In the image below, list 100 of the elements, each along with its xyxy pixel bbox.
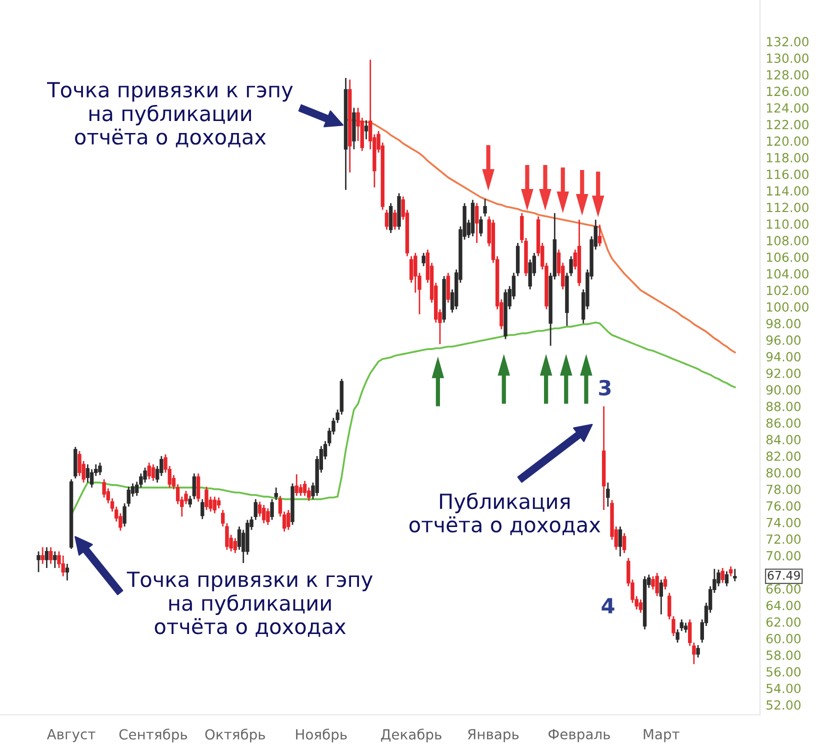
y-tick-label: 88.00	[766, 402, 801, 412]
candlestick	[651, 576, 655, 590]
x-tick-label: Ноябрь	[296, 728, 347, 742]
candlestick	[216, 496, 221, 509]
candlestick	[414, 252, 418, 294]
y-tick-label: 70.00	[766, 551, 801, 560]
y-tick-label: 110.00	[766, 219, 808, 229]
x-tick-label: Сентябрь	[119, 728, 188, 742]
candlestick	[684, 622, 688, 634]
candlestick	[143, 466, 147, 484]
y-tick-label: 92.00	[766, 368, 801, 378]
y-tick-label: 58.00	[766, 650, 801, 660]
y-tick-label: 52.00	[766, 700, 801, 710]
x-tick-label: Март	[644, 729, 680, 742]
candlestick	[204, 486, 208, 511]
y-tick-label: 80.00	[766, 468, 801, 478]
x-tick-label: Декабрь	[381, 728, 442, 742]
candlestick	[294, 474, 298, 497]
text: 67.49	[768, 570, 800, 580]
candlestick	[61, 554, 65, 577]
candlestick	[720, 567, 724, 584]
annotation: Публикация отчёта о доходах	[409, 492, 600, 536]
candlestick	[286, 509, 290, 531]
y-tick-label: 120.00	[766, 136, 808, 146]
candlestick	[40, 546, 44, 565]
y-tick-label: 132.00	[766, 36, 808, 46]
annotation: Точка привязки к гэпу на публикации отчёта о доходах	[126, 572, 373, 637]
y-tick-label: 86.00	[766, 418, 801, 428]
candlestick	[44, 546, 49, 569]
candlestick	[659, 578, 664, 616]
y-tick-label: 118.00	[766, 153, 808, 162]
candlestick	[36, 550, 40, 573]
y-tick-label: 112.00	[766, 202, 808, 212]
x-tick-label: Октябрь	[205, 728, 265, 742]
candlestick	[233, 537, 238, 554]
y-tick-label: 128.00	[766, 70, 808, 80]
y-tick-label: 124.00	[766, 103, 808, 113]
x-tick-label: Февраль	[548, 729, 610, 742]
y-tick-label: 100.00	[766, 302, 808, 312]
y-tick-label: 82.00	[766, 452, 801, 461]
line-series	[70, 322, 736, 516]
y-tick-label: 114.00	[766, 186, 808, 196]
y-tick-label: 102.00	[766, 286, 808, 296]
candlestick	[446, 272, 450, 304]
candlestick	[262, 504, 266, 524]
candlestick	[86, 464, 90, 484]
candlestick	[65, 563, 70, 582]
y-tick-label: 72.00	[766, 534, 801, 544]
annotation: 4	[602, 598, 614, 614]
y-tick-label: 90.00	[766, 385, 801, 395]
y-tick-label: 64.00	[766, 600, 801, 610]
candlestick	[196, 472, 200, 502]
candlestick	[270, 498, 274, 521]
candlestick	[388, 202, 393, 234]
candlestick	[663, 576, 668, 590]
y-tick-label: 96.00	[766, 335, 801, 345]
candlestick	[147, 462, 151, 480]
candlestick	[724, 570, 729, 587]
candlestick	[676, 628, 680, 644]
y-tick-label: 108.00	[766, 236, 808, 246]
candlestick	[733, 568, 737, 582]
candlestick	[622, 532, 626, 554]
candlestick	[393, 209, 397, 230]
candlestick	[728, 566, 733, 577]
candlestick	[680, 618, 684, 632]
x-tick-label: Январь	[468, 729, 519, 742]
candlestick	[364, 120, 368, 140]
candlestick	[696, 644, 700, 658]
y-tick-label: 94.00	[766, 352, 801, 362]
candlestick	[274, 486, 278, 501]
y-tick-label: 66.00	[766, 584, 801, 594]
candlestick	[655, 572, 659, 597]
candlestick	[212, 496, 217, 514]
annotation: 3	[599, 380, 611, 396]
y-tick-label: 116.00	[766, 170, 808, 180]
y-tick-label: 62.00	[766, 617, 801, 627]
candlestick	[151, 464, 156, 482]
y-tick-label: 76.00	[766, 501, 801, 511]
y-tick-label: 126.00	[766, 86, 808, 96]
y-tick-label: 98.00	[766, 318, 801, 328]
y-tick-label: 104.00	[766, 269, 808, 279]
candlestick	[638, 598, 643, 614]
y-tick-label: 60.00	[766, 634, 801, 644]
candlestick	[384, 209, 389, 230]
y-tick-label: 78.00	[766, 484, 801, 494]
candlestick	[266, 508, 270, 526]
candlestick	[422, 252, 426, 267]
annotation: Точка привязки к гэпу на публикации отчёта о доходах	[47, 82, 293, 148]
candlestick	[483, 198, 487, 218]
y-tick-label: 122.00	[766, 120, 808, 130]
candlestick	[98, 462, 102, 476]
y-tick-label: 84.00	[766, 434, 801, 444]
candlestick	[479, 216, 483, 238]
candlestick	[302, 480, 307, 497]
candlestick	[53, 550, 57, 569]
y-tick-label: 54.00	[766, 684, 801, 694]
candlestick	[598, 224, 602, 247]
candlestick	[474, 202, 479, 244]
y-tick-label: 74.00	[766, 518, 801, 528]
candlestick	[618, 526, 622, 558]
